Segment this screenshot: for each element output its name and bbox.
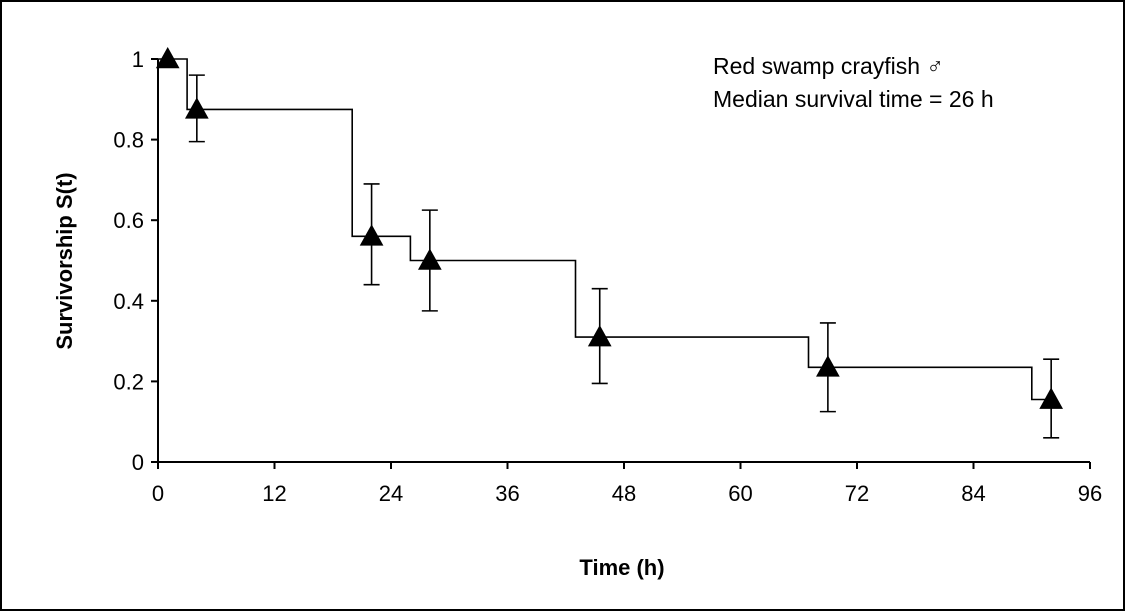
y-tick-label: 0.8 (113, 128, 144, 153)
x-tick-label: 84 (961, 481, 985, 506)
x-tick-label: 48 (612, 481, 636, 506)
data-point-marker (1039, 387, 1064, 409)
data-point-marker (184, 97, 209, 119)
step-line (158, 58, 1052, 401)
annotation-species: Red swamp crayfish ♂ (713, 53, 944, 79)
axes (151, 58, 1091, 469)
y-tick-label: 1 (132, 47, 144, 72)
data-point-marker (587, 325, 612, 347)
tick-labels: 0 12 24 36 48 60 72 84 96 0 0.2 0.4 0.6 0.8 1 (113, 47, 1102, 506)
data-point-marker (155, 46, 180, 69)
survival-curve (158, 58, 1052, 401)
x-tick-label: 0 (152, 481, 164, 506)
annotation-median: Median survival time = 26 h (713, 86, 994, 112)
data-point-marker (417, 248, 442, 270)
data-point-marker (816, 355, 840, 377)
y-tick-label: 0 (132, 450, 144, 475)
x-tick-label: 24 (379, 481, 403, 506)
data-point-marker (359, 224, 384, 246)
x-tick-label: 60 (728, 481, 752, 506)
y-tick-label: 0.6 (113, 208, 144, 233)
y-tick-label: 0.2 (113, 369, 144, 394)
markers (155, 46, 1064, 409)
y-tick-label: 0.4 (113, 289, 144, 314)
x-tick-label: 12 (262, 481, 286, 506)
x-tick-label: 96 (1078, 481, 1102, 506)
x-tick-label: 72 (845, 481, 869, 506)
x-axis-title: Time (h) (579, 555, 664, 580)
x-tick-label: 36 (495, 481, 519, 506)
y-axis-title: Survivorship S(t) (52, 172, 77, 349)
